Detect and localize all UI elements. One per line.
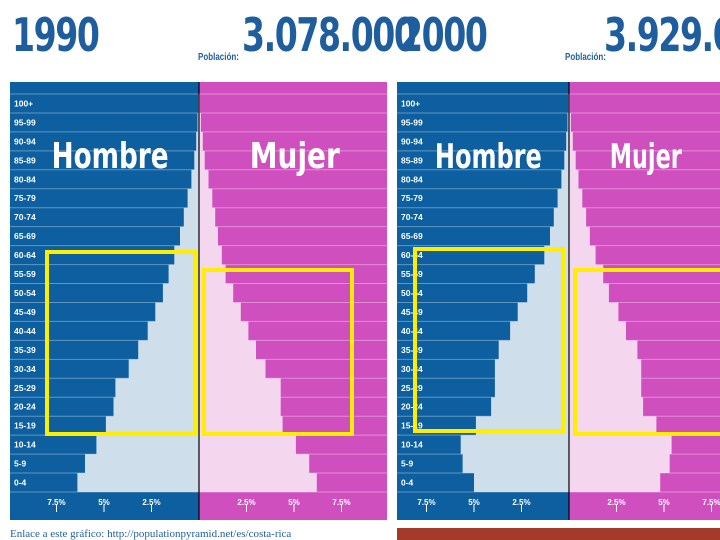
age-label: 40-44	[14, 326, 36, 336]
age-label: 45-49	[401, 307, 423, 317]
age-label: 25-29	[14, 383, 36, 393]
age-label: 95-99	[401, 117, 423, 127]
year-title-1990: 1990	[12, 8, 100, 62]
pyramid-chart-2000: 0-4 5-9 10-14 15-19 20-24 25-29 30-34 35-39 40-4…	[397, 82, 720, 520]
age-label: 90-94	[401, 136, 423, 146]
age-label: 10-14	[14, 440, 36, 450]
age-label: 35-39	[14, 345, 36, 355]
highlight-box-mujer	[573, 268, 720, 436]
x-tick-label: 5%	[288, 498, 300, 507]
age-label: 90-94	[14, 136, 36, 146]
label-mujer: Mujer	[610, 137, 682, 177]
age-label: 85-89	[14, 155, 36, 165]
population-value-2000: 3.929.00	[604, 8, 720, 62]
label-hombre: Hombre	[435, 137, 542, 177]
age-label: 60-64	[14, 250, 36, 260]
x-tick-label: 5%	[658, 498, 670, 507]
age-label: 95-99	[14, 117, 36, 127]
x-tick-label: 2.5%	[142, 498, 160, 507]
age-label: 5-9	[401, 459, 414, 469]
x-tick-label: 5%	[98, 498, 110, 507]
x-tick-label: 2.5%	[607, 498, 625, 507]
series-hombre	[77, 94, 199, 492]
age-label: 65-69	[14, 231, 36, 241]
age-label: 15-19	[401, 421, 423, 431]
label-mujer: Mujer	[250, 136, 340, 177]
age-label: 20-24	[401, 402, 423, 412]
age-label: 55-59	[14, 269, 36, 279]
highlight-box-hombre	[45, 250, 197, 436]
age-label: 10-14	[401, 440, 423, 450]
age-label: 70-74	[14, 212, 36, 222]
age-label: 30-34	[14, 364, 36, 374]
series-mujer	[569, 94, 672, 492]
x-tick-label: 2.5%	[237, 498, 255, 507]
age-label: 65-69	[401, 231, 423, 241]
highlight-box-mujer	[202, 268, 354, 436]
age-label: 45-49	[14, 307, 36, 317]
pyramid-chart-1990: 0-4 5-9 10-14 15-19 20-24 25-29 30-34 35-39 40-4…	[10, 82, 387, 520]
age-label: 60-64	[401, 250, 423, 260]
pyramid-panel-1990: 0-4 5-9 10-14 15-19 20-24 25-29 30-34 35-39 40-4…	[10, 82, 387, 520]
population-value-1990: 3.078.000	[242, 8, 417, 62]
series-mujer	[199, 94, 317, 492]
age-label: 0-4	[14, 478, 27, 488]
highlight-box-hombre	[413, 247, 565, 433]
series-hombre	[460, 94, 569, 492]
age-label: 20-24	[14, 402, 36, 412]
population-label-1990: Población:	[198, 52, 239, 63]
age-label: 70-74	[401, 212, 423, 222]
x-tick-label: 7.5%	[417, 498, 435, 507]
x-tick-label: 7.5%	[47, 498, 65, 507]
age-label: 50-54	[401, 288, 423, 298]
x-tick-label: 7.5%	[702, 498, 720, 507]
age-label: 35-39	[401, 345, 423, 355]
population-label-2000: Población:	[565, 52, 606, 63]
age-label: 80-84	[401, 174, 423, 184]
age-label: 80-84	[14, 174, 36, 184]
age-label: 55-59	[401, 269, 423, 279]
age-label: 25-29	[401, 383, 423, 393]
footer-bar	[397, 528, 720, 540]
age-label: 40-44	[401, 326, 423, 336]
age-label: 75-79	[401, 193, 423, 203]
age-label: 85-89	[401, 155, 423, 165]
age-label: 30-34	[401, 364, 423, 374]
label-hombre: Hombre	[52, 136, 169, 177]
x-tick-label: 7.5%	[332, 498, 350, 507]
pyramid-panel-2000: 0-4 5-9 10-14 15-19 20-24 25-29 30-34 35-39 40-4…	[397, 82, 720, 520]
age-label: 100+	[14, 98, 33, 108]
x-tick-label: 2.5%	[512, 498, 530, 507]
age-label: 75-79	[14, 193, 36, 203]
age-label: 5-9	[14, 459, 27, 469]
age-label: 100+	[401, 98, 420, 108]
source-link[interactable]: Enlace a este gráfico: http://population…	[10, 528, 292, 540]
age-label: 50-54	[14, 288, 36, 298]
x-tick-label: 5%	[468, 498, 480, 507]
year-title-2000: 2000	[400, 8, 488, 62]
age-label: 0-4	[401, 478, 414, 488]
age-label: 15-19	[14, 421, 36, 431]
